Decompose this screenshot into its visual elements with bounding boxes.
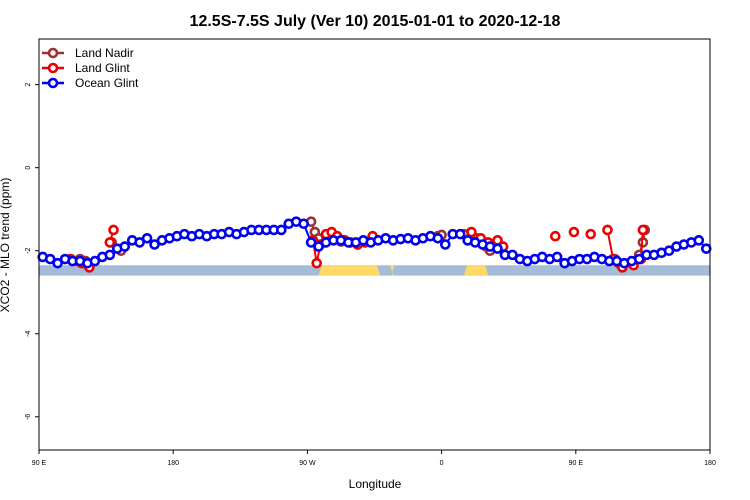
series-layer — [37, 216, 712, 273]
point-land-glint-4 — [104, 237, 116, 248]
point-land-glint-23 — [568, 226, 580, 238]
y-tick-label-4: -6 — [25, 414, 32, 420]
series-ocean-glint — [37, 216, 712, 269]
point-ocean-glint-69 — [551, 251, 563, 263]
point-land-glint-7 — [311, 257, 323, 269]
point-ocean-glint-63 — [507, 249, 518, 261]
point-ocean-glint-80 — [633, 253, 645, 265]
point-ocean-glint-1 — [44, 253, 56, 265]
x-tick-label-2: 90 W — [299, 460, 316, 467]
land-span-1 — [390, 265, 395, 276]
point-ocean-glint-61 — [492, 243, 503, 254]
point-ocean-glint-84 — [663, 245, 675, 257]
legend-marker-land-glint — [47, 62, 59, 74]
legend-marker-land-nadir — [47, 47, 59, 59]
point-land-glint-17 — [466, 226, 477, 238]
legend-label-land-glint: Land Glint — [75, 61, 130, 75]
point-ocean-glint-11 — [119, 241, 131, 252]
point-ocean-glint-14 — [141, 232, 153, 244]
x-tick-label-3: 0 — [440, 460, 444, 467]
point-ocean-glint-89 — [700, 243, 712, 254]
point-ocean-glint-88 — [693, 235, 705, 246]
axis-ticks: 90 E 180 90 W 0 90 E 180 2 0 -2 -4 -6 — [25, 83, 716, 467]
y-axis-label: XCO2 - MLO trend (ppm) — [0, 178, 12, 313]
x-tick-label-1: 180 — [167, 460, 179, 467]
point-land-glint-22 — [549, 230, 561, 242]
point-ocean-glint-9 — [104, 249, 116, 261]
y-tick-label-3: -4 — [25, 331, 32, 337]
land-span-0 — [318, 265, 381, 276]
x-tick-label-4: 90 E — [569, 460, 584, 467]
land-span-2 — [463, 265, 489, 276]
point-land-glint-25 — [602, 224, 613, 236]
point-ocean-glint-53 — [432, 232, 444, 244]
legend-label-ocean-glint: Ocean Glint — [75, 76, 139, 90]
point-ocean-glint-2 — [52, 257, 63, 269]
point-ocean-glint-36 — [305, 237, 317, 248]
point-land-glint-24 — [585, 228, 597, 240]
point-ocean-glint-13 — [134, 237, 145, 248]
point-ocean-glint-15 — [149, 239, 160, 250]
point-ocean-glint-54 — [440, 239, 451, 250]
chart-title: 12.5S-7.5S July (Ver 10) 2015-01-01 to 2… — [190, 13, 561, 30]
point-land-glint-30 — [637, 224, 649, 236]
x-tick-label-5: 180 — [704, 460, 716, 467]
point-ocean-glint-37 — [313, 241, 324, 252]
y-tick-label-1: 0 — [25, 166, 32, 170]
y-tick-label-0: 2 — [25, 83, 32, 87]
point-ocean-glint-56 — [454, 228, 466, 240]
point-ocean-glint-7 — [89, 255, 101, 267]
legend-marker-ocean-glint — [47, 77, 59, 89]
land-ocean-strip — [39, 265, 710, 276]
legend-label-land-nadir: Land Nadir — [75, 46, 134, 60]
point-land-glint-5 — [108, 224, 119, 236]
x-tick-label-0: 90 E — [32, 460, 47, 467]
point-ocean-glint-32 — [276, 224, 287, 236]
y-tick-label-2: -2 — [25, 248, 32, 254]
x-axis-label: Longitude — [349, 477, 402, 491]
point-ocean-glint-35 — [298, 218, 309, 230]
plot-frame — [38, 38, 711, 451]
